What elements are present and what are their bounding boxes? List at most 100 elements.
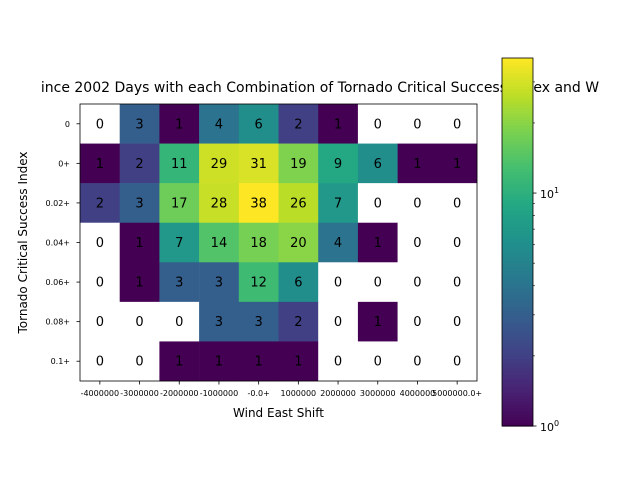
heatmap-cell	[80, 222, 120, 263]
cell-value-label: 0	[334, 355, 342, 370]
colorbar-segment	[502, 125, 533, 130]
heatmap-cell	[397, 143, 438, 184]
x-tick-label: 2000000	[320, 389, 356, 398]
heatmap-cell	[357, 183, 398, 224]
cell-value-label: 31	[250, 157, 267, 172]
colorbar-segment	[502, 315, 533, 320]
colorbar-segment	[502, 67, 533, 71]
cell-value-label: 14	[211, 236, 228, 251]
cell-value-label: 0	[374, 276, 382, 291]
cell-value-label: 38	[250, 196, 267, 211]
heatmap-cell	[318, 262, 359, 303]
x-tick-label: -2000000	[160, 389, 199, 398]
y-tick-label: 0.02+	[45, 199, 70, 208]
cell-value-label: 3	[175, 276, 183, 291]
colorbar: 100 101	[501, 57, 559, 434]
colorbar-segment	[502, 383, 533, 387]
cell-value-label: 9	[334, 157, 342, 172]
cell-value-label: 1	[453, 157, 461, 172]
colorbar-frame	[501, 57, 534, 427]
heatmap-cell	[437, 143, 478, 184]
heatmap-cell	[357, 104, 398, 144]
colorbar-segment	[502, 343, 533, 347]
heatmap-cell	[159, 143, 200, 184]
heatmap-cell	[278, 341, 319, 382]
cell-value-label: 28	[211, 196, 228, 211]
colorbar-segment	[502, 401, 533, 406]
cell-value-label: 1	[175, 355, 183, 370]
cell-value-label: 0	[413, 315, 421, 330]
colorbar-segment	[502, 208, 533, 212]
heatmap-cell	[119, 183, 160, 224]
colorbar-segment	[502, 327, 533, 332]
heatmap-cell	[80, 341, 120, 382]
colorbar-segment	[502, 226, 533, 231]
heatmap-cell	[238, 104, 279, 144]
cell-value-label: 1	[135, 236, 143, 251]
colorbar-segment	[502, 300, 533, 304]
colorbar-segment	[502, 416, 533, 421]
colorbar-segment	[502, 107, 533, 111]
colorbar-segment	[502, 355, 533, 360]
colorbar-segment	[502, 407, 533, 412]
heatmap-cell	[437, 222, 478, 263]
colorbar-segment	[502, 281, 533, 286]
colorbar-segment	[502, 364, 533, 369]
y-axis: 0 0+ 0.02+ 0.04+ 0.06+ 0.08+ 0.1+	[45, 120, 80, 366]
colorbar-segment	[502, 232, 533, 237]
heatmap-cell	[119, 341, 160, 382]
heatmap-cell	[199, 341, 240, 382]
cell-value-label: 12	[250, 276, 267, 291]
heatmap-cell	[278, 104, 319, 144]
colorbar-segment	[502, 260, 533, 265]
colorbar-segment	[502, 340, 533, 344]
colorbar-segment	[502, 205, 533, 209]
colorbar-segment	[502, 196, 533, 200]
heatmap-cell	[238, 183, 279, 224]
cell-value-label: 3	[135, 117, 143, 132]
colorbar-segment	[502, 156, 533, 160]
colorbar-segment	[502, 389, 533, 393]
cell-value-label: 0	[96, 276, 104, 291]
heatmap-cell	[397, 262, 438, 303]
heatmap-cell	[199, 301, 240, 342]
colorbar-segment	[502, 266, 533, 271]
colorbar-segment	[502, 242, 533, 246]
heatmap-cell	[80, 183, 120, 224]
heatmap-cell	[238, 143, 279, 184]
chart-title: ince 2002 Days with each Combination of …	[41, 80, 599, 96]
cell-value-label: 0	[413, 117, 421, 132]
colorbar-segment	[502, 100, 533, 105]
cell-value-label: 2	[135, 157, 143, 172]
colorbar-segment	[502, 303, 533, 307]
heatmap-cell	[278, 222, 319, 263]
y-tick-label: 0.06+	[45, 278, 70, 287]
cell-value-label: 4	[334, 236, 342, 251]
heatmap-cell	[397, 341, 438, 382]
heatmap-cell	[278, 262, 319, 303]
cell-value-label: 1	[413, 157, 421, 172]
cell-value-label: 1	[175, 117, 183, 132]
cell-value-label: 20	[290, 236, 307, 251]
colorbar-segment	[502, 238, 533, 243]
heatmap-cell	[397, 222, 438, 263]
colorbar-segment	[502, 140, 533, 145]
colorbar-segment	[502, 288, 533, 292]
colorbar-segment	[502, 168, 533, 173]
colorbar-segment	[502, 70, 533, 74]
x-tick-label: 4000000	[400, 389, 436, 398]
cell-value-label: 0	[453, 117, 461, 132]
x-tick-label: 3000000	[360, 389, 396, 398]
heatmap-cell	[119, 222, 160, 263]
heatmap-cell	[318, 301, 359, 342]
colorbar-segment	[502, 171, 533, 176]
cell-value-label: 1	[255, 355, 263, 370]
colorbar-segment	[502, 150, 533, 154]
cell-value-label: 0	[453, 236, 461, 251]
colorbar-segment	[502, 143, 533, 148]
colorbar-segment	[502, 380, 533, 384]
heatmap-cell	[159, 301, 200, 342]
cell-value-label: 0	[135, 315, 143, 330]
colorbar-segment	[502, 177, 533, 182]
heatmap-cell	[437, 341, 478, 382]
